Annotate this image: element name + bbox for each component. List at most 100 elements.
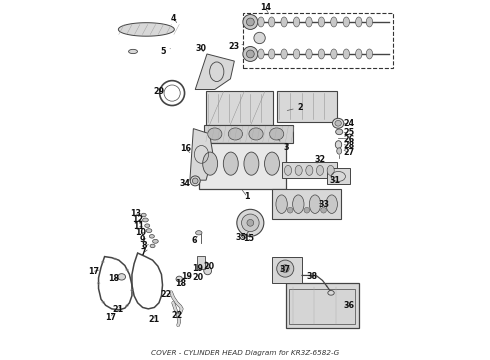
Text: 18: 18 xyxy=(175,279,186,288)
Ellipse shape xyxy=(335,141,342,149)
Text: 12: 12 xyxy=(132,216,143,225)
Text: 21: 21 xyxy=(149,315,160,324)
Ellipse shape xyxy=(190,176,200,186)
Text: 19: 19 xyxy=(182,273,193,282)
Ellipse shape xyxy=(277,260,294,277)
Text: 2: 2 xyxy=(287,103,303,112)
Text: 1: 1 xyxy=(242,190,249,201)
Text: 28: 28 xyxy=(343,141,355,150)
Text: 15: 15 xyxy=(243,234,254,243)
Ellipse shape xyxy=(294,17,300,27)
Ellipse shape xyxy=(343,49,349,59)
Ellipse shape xyxy=(237,209,264,236)
Ellipse shape xyxy=(254,32,265,44)
Text: 7: 7 xyxy=(141,248,147,257)
Text: 37: 37 xyxy=(280,265,291,274)
Ellipse shape xyxy=(356,49,362,59)
Ellipse shape xyxy=(228,128,243,140)
Bar xyxy=(243,13,392,68)
Ellipse shape xyxy=(281,49,287,59)
Bar xyxy=(282,162,338,179)
Bar xyxy=(199,143,286,189)
Ellipse shape xyxy=(269,17,275,27)
Ellipse shape xyxy=(281,17,287,27)
Text: 36: 36 xyxy=(343,301,354,310)
Ellipse shape xyxy=(208,128,222,140)
Text: 17: 17 xyxy=(105,312,117,321)
Ellipse shape xyxy=(265,152,279,175)
Bar xyxy=(327,168,350,184)
Bar xyxy=(197,256,205,269)
Text: 20: 20 xyxy=(203,262,214,271)
Bar xyxy=(277,91,338,122)
Ellipse shape xyxy=(309,195,321,213)
Ellipse shape xyxy=(356,17,362,27)
Ellipse shape xyxy=(295,165,302,175)
Ellipse shape xyxy=(318,17,325,27)
Ellipse shape xyxy=(223,152,238,175)
Bar xyxy=(271,257,302,283)
Text: 29: 29 xyxy=(153,87,164,96)
Ellipse shape xyxy=(337,148,342,154)
Ellipse shape xyxy=(203,152,218,175)
Ellipse shape xyxy=(141,213,146,217)
Ellipse shape xyxy=(332,118,344,128)
Bar xyxy=(204,125,293,143)
Ellipse shape xyxy=(246,50,254,58)
Text: 22: 22 xyxy=(172,311,183,320)
Ellipse shape xyxy=(285,165,292,175)
Ellipse shape xyxy=(143,218,148,222)
Text: 31: 31 xyxy=(329,176,340,185)
Text: 6: 6 xyxy=(192,236,197,245)
Polygon shape xyxy=(119,23,174,36)
Ellipse shape xyxy=(366,49,372,59)
Ellipse shape xyxy=(258,17,264,27)
Text: 38: 38 xyxy=(306,273,318,282)
Ellipse shape xyxy=(306,165,313,175)
Ellipse shape xyxy=(306,49,312,59)
Text: 9: 9 xyxy=(139,235,146,244)
Text: 33: 33 xyxy=(318,200,329,209)
Ellipse shape xyxy=(242,214,259,231)
Ellipse shape xyxy=(149,235,154,238)
Text: 3: 3 xyxy=(278,139,289,152)
Ellipse shape xyxy=(270,128,284,140)
Text: 35: 35 xyxy=(235,233,246,242)
Bar xyxy=(286,283,359,328)
Ellipse shape xyxy=(128,49,138,54)
Text: 24: 24 xyxy=(343,119,355,128)
Ellipse shape xyxy=(321,207,326,213)
Text: 18: 18 xyxy=(109,274,120,283)
Text: 34: 34 xyxy=(180,179,191,188)
Ellipse shape xyxy=(193,178,198,184)
Ellipse shape xyxy=(150,244,155,248)
Text: COVER - CYLINDER HEAD Diagram for KR3Z-6582-G: COVER - CYLINDER HEAD Diagram for KR3Z-6… xyxy=(151,350,339,356)
Text: 16: 16 xyxy=(180,144,191,153)
Polygon shape xyxy=(195,54,234,90)
Ellipse shape xyxy=(281,265,289,273)
Ellipse shape xyxy=(199,261,207,269)
Ellipse shape xyxy=(306,17,312,27)
Ellipse shape xyxy=(293,195,304,213)
Text: 22: 22 xyxy=(160,290,172,299)
Ellipse shape xyxy=(176,276,182,282)
Ellipse shape xyxy=(304,207,310,213)
Ellipse shape xyxy=(335,121,342,126)
Text: 8: 8 xyxy=(142,242,148,251)
Ellipse shape xyxy=(152,239,158,243)
Text: 27: 27 xyxy=(343,148,355,157)
Bar xyxy=(290,289,355,324)
Text: 10: 10 xyxy=(135,228,147,237)
Ellipse shape xyxy=(366,17,372,27)
Bar xyxy=(271,189,341,219)
Ellipse shape xyxy=(317,165,323,175)
Ellipse shape xyxy=(269,49,275,59)
Ellipse shape xyxy=(249,128,263,140)
Ellipse shape xyxy=(331,49,337,59)
Ellipse shape xyxy=(246,18,254,26)
Text: 23: 23 xyxy=(228,42,243,51)
Ellipse shape xyxy=(328,291,334,295)
Ellipse shape xyxy=(196,231,202,235)
Text: 21: 21 xyxy=(113,305,123,314)
Text: 32: 32 xyxy=(315,155,326,164)
